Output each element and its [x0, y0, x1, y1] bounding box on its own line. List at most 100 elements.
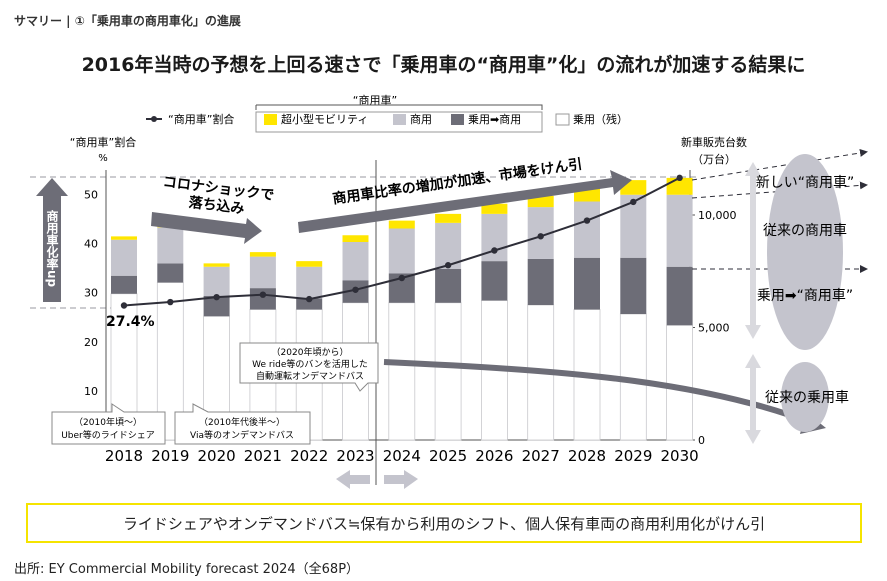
legend-label-commercial: 商用: [410, 112, 432, 126]
legend-label-micro: 超小型モビリティ: [281, 112, 368, 126]
bar-passenger: [388, 302, 416, 441]
x-tick-label: 2030: [661, 447, 699, 465]
corona-arrow: [151, 212, 262, 244]
svg-text:（2010年代後半～）: （2010年代後半～）: [199, 416, 285, 428]
bar-converted: [249, 288, 276, 310]
start-value-label: 27.4%: [106, 314, 155, 330]
x-tick-label: 2022: [290, 447, 328, 465]
y-axis-right-title: 新車販売台数: [681, 135, 747, 149]
page-title: 2016年当時の予想を上回る速さで「乗用車の“商用車”化」の流れが加速する結果に: [81, 54, 806, 76]
legend-bracket: [255, 104, 543, 110]
bar-commercial: [203, 266, 230, 296]
x-tick-label: 2026: [475, 447, 513, 465]
commercial-oval: [767, 154, 843, 350]
bar-commercial: [249, 256, 276, 289]
passenger-decline-curve: [383, 359, 814, 426]
legend-line-label: “商用車”割合: [168, 112, 234, 126]
callout-2021: （2010年代後半～） Via等のオンデマンドバス: [174, 403, 311, 445]
x-tick-label: 2018: [105, 447, 143, 465]
ratio-point: [213, 293, 220, 301]
bar-commercial: [157, 227, 184, 264]
svg-text:Uber等のライドシェア: Uber等のライドシェア: [61, 429, 155, 441]
bar-commercial: [388, 228, 415, 274]
y-left-tick-label: 50: [84, 189, 98, 202]
ratio-point: [306, 295, 313, 303]
ratio-point: [630, 198, 637, 206]
svg-text:（2020年頃から）: （2020年頃から）: [272, 346, 349, 358]
svg-text:Via等のオンデマンドバス: Via等のオンデマンドバス: [190, 429, 294, 441]
side-label-existing-passenger: 従来の乗用車: [765, 389, 849, 406]
y-left-tick-label: 10: [84, 385, 98, 398]
ratio-point: [352, 286, 359, 293]
legend-label-passenger: 乗用（残）: [573, 112, 628, 126]
adoption-up-label: 商用車化率up: [45, 209, 59, 288]
callout-2018: （2010年頃～） Uber等のライドシェア: [51, 403, 166, 445]
passenger-range-arrow: [745, 354, 761, 444]
x-tick-label: 2029: [614, 447, 652, 465]
side-label-existing-commercial: 従来の商用車: [763, 222, 847, 239]
ratio-point: [259, 291, 267, 298]
bar-converted: [203, 296, 230, 317]
adoption-up-arrow: [36, 178, 68, 302]
y-left-tick-label: 20: [84, 336, 98, 349]
period-arrow-right: [384, 470, 418, 489]
y-left-tick-label: 40: [84, 238, 98, 251]
bar-converted: [574, 257, 600, 310]
legend-box: [255, 111, 543, 133]
x-tick-label: 2021: [244, 447, 282, 465]
ratio-point: [537, 233, 544, 240]
bar-commercial: [435, 222, 462, 269]
bar-converted: [620, 257, 647, 314]
x-tick-label: 2019: [151, 447, 189, 465]
projection-line-upper: [691, 149, 868, 181]
bar-commercial: [296, 266, 323, 299]
x-axis-labels: 2018 2019 2020 2021 2022 2023 2024 2025 2026 2027…: [105, 447, 699, 465]
y-right-tick-label: 10,000: [698, 209, 737, 222]
bar-commercial: [111, 239, 137, 276]
x-tick-label: 2023: [336, 447, 374, 465]
bar-converted: [111, 275, 137, 294]
side-label-new-commercial: 新しい“商用車”: [756, 174, 855, 191]
bar-converted: [666, 266, 693, 326]
passenger-oval: [781, 362, 829, 432]
y-axis-left-ticks: 01020304050: [84, 189, 98, 447]
svg-text:（2010年頃～）: （2010年頃～）: [74, 416, 142, 428]
bar-converted: [296, 298, 323, 310]
bar-micro: [203, 263, 230, 267]
ratio-point: [583, 217, 591, 224]
y-axis-left-unit: %: [98, 153, 108, 164]
ratio-point: [120, 302, 128, 309]
legend-group-label: “商用車”: [353, 93, 397, 107]
ratio-point: [398, 274, 405, 282]
y-left-tick-label: 30: [84, 287, 98, 300]
x-tick-label: 2025: [429, 447, 467, 465]
legend-label-converted: 乗用➡商用: [468, 112, 521, 126]
bar-passenger: [666, 324, 693, 441]
period-arrow-left: [336, 470, 370, 489]
bar-micro: [481, 203, 508, 214]
source-note: 出所: EY Commercial Mobility forecast 2024…: [14, 562, 360, 577]
legend-swatch-commercial: [393, 114, 406, 125]
svg-text:We ride等のバンを活用した: We ride等のバンを活用した: [252, 358, 368, 370]
legend-swatch-micro: [264, 114, 277, 125]
y-axis-right-ticks: 0 5,000 10,000: [690, 209, 737, 447]
projection-line-middle: [691, 181, 868, 199]
x-tick-label: 2028: [568, 447, 606, 465]
bars-group: [110, 177, 693, 441]
stacked-bar-chart: “商用車” “商用車”割合 超小型モビリティ 商用 乗用➡商用 乗用（残） “商…: [30, 93, 868, 489]
breadcrumb: サマリー | ①「乗用車の商用車化」の進展: [14, 14, 241, 28]
bar-commercial: [666, 194, 693, 267]
bar-commercial: [574, 201, 600, 258]
growth-arrow: [298, 170, 632, 233]
bar-converted: [157, 263, 184, 283]
x-tick-label: 2024: [383, 447, 421, 465]
x-tick-label: 2027: [522, 447, 560, 465]
corona-label-line2: 落ち込み: [188, 194, 246, 218]
bar-converted: [481, 261, 508, 301]
chart-legend: “商用車” “商用車”割合 超小型モビリティ 商用 乗用➡商用 乗用（残）: [146, 93, 628, 133]
bar-micro: [527, 195, 554, 208]
callout-2023: （2020年頃から） We ride等のバンを活用した 自動運転オンデマンドバス: [239, 342, 379, 392]
y-right-tick-label: 0: [698, 434, 705, 447]
bar-micro: [435, 213, 462, 223]
svg-text:自動運転オンデマンドバス: 自動運転オンデマンドバス: [256, 370, 364, 382]
